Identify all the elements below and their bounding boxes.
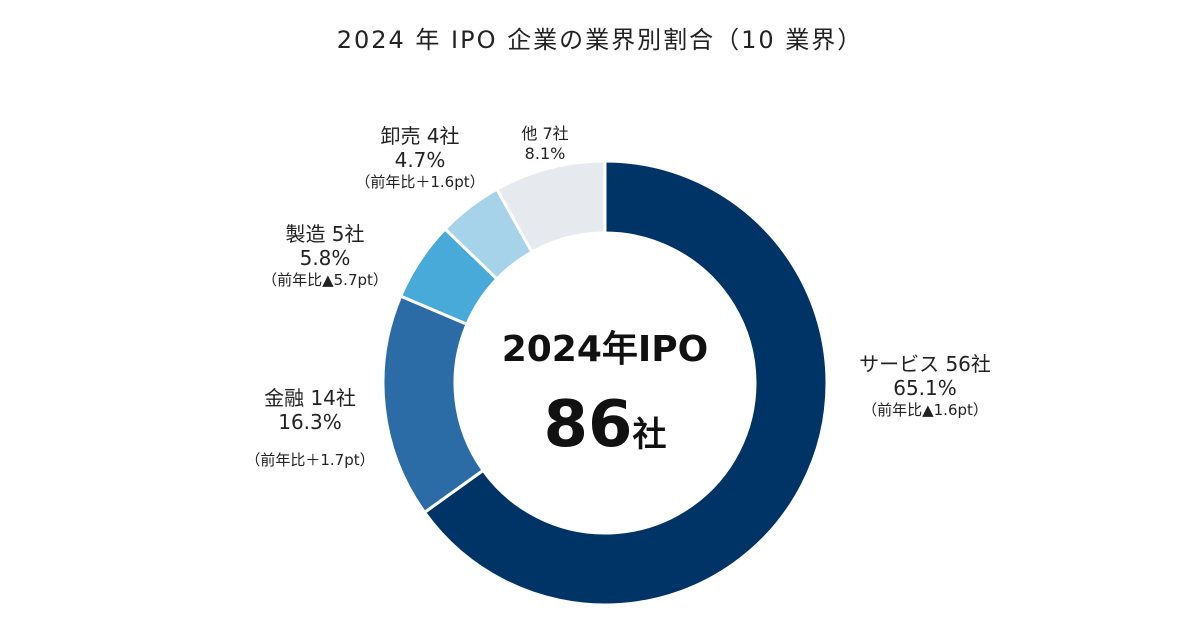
slice-change: （前年比▲1.6pt） — [862, 400, 988, 419]
center-count-number: 86 — [543, 388, 633, 462]
center-count: 86社 — [480, 388, 730, 462]
slice-change: （前年比＋1.6pt） — [355, 172, 485, 191]
slice-label-finance: 金融 14社 16.3% （前年比＋1.7pt） — [230, 386, 390, 469]
slice-change: （前年比＋1.7pt） — [245, 450, 375, 469]
slice-label-service: サービス 56社 65.1% （前年比▲1.6pt） — [830, 352, 1020, 419]
slice-label-other: 他 7社 8.1% — [505, 124, 585, 163]
slice-percent: 5.8% — [299, 246, 351, 271]
slice-name: 卸売 4社 — [380, 124, 460, 148]
slice-label-wholesale: 卸売 4社 4.7% （前年比＋1.6pt） — [335, 124, 505, 191]
slice-percent: 65.1% — [893, 376, 957, 401]
slice-name: 他 7社 — [521, 124, 569, 143]
center-title: 2024年IPO — [501, 329, 709, 370]
slice-change: （前年比▲5.7pt） — [262, 270, 388, 289]
donut-slice-service — [422, 159, 829, 607]
chart-title: 2024 年 IPO 企業の業界別割合（10 業界） — [336, 26, 864, 54]
center-count-unit: 社 — [632, 415, 667, 455]
slice-label-manufacturing: 製造 5社 5.8% （前年比▲5.7pt） — [240, 222, 410, 289]
donut-slice-other — [494, 159, 607, 255]
slice-name: 金融 14社 — [264, 386, 356, 410]
slice-name: サービス 56社 — [859, 352, 991, 376]
slice-name: 製造 5社 — [285, 222, 365, 246]
slice-percent: 8.1% — [524, 143, 566, 163]
slice-percent: 16.3% — [278, 410, 342, 435]
donut-slice-finance — [381, 294, 486, 515]
slice-percent: 4.7% — [394, 148, 446, 173]
